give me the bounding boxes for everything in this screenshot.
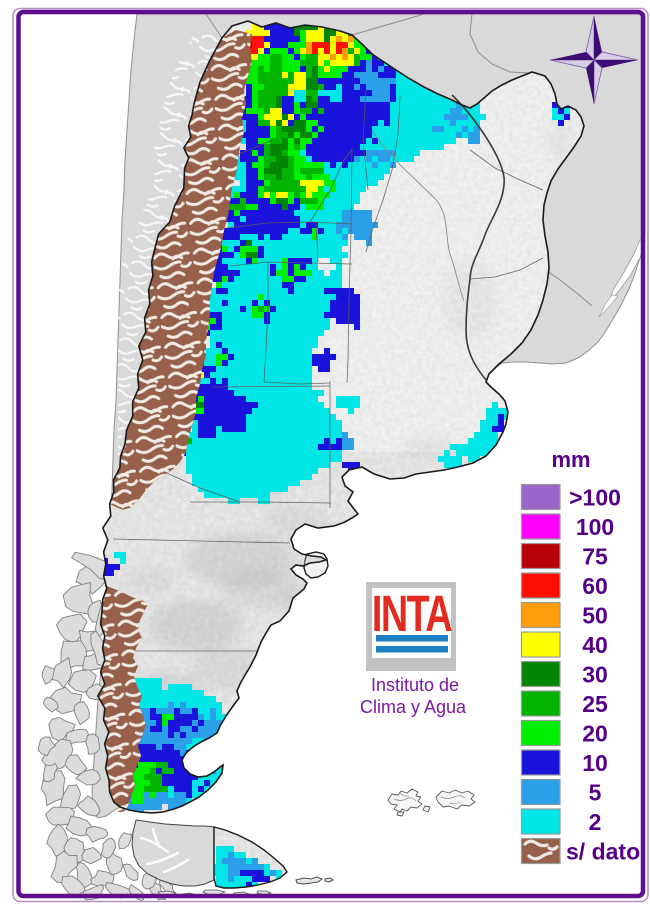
svg-text:50: 50: [582, 603, 608, 629]
svg-text:40: 40: [582, 632, 608, 658]
svg-text:2: 2: [589, 809, 602, 835]
svg-text:5: 5: [589, 780, 602, 806]
svg-text:20: 20: [582, 721, 608, 747]
svg-text:60: 60: [582, 573, 608, 599]
svg-text:>100: >100: [569, 485, 621, 511]
svg-text:75: 75: [582, 544, 608, 570]
svg-text:mm: mm: [551, 447, 590, 472]
svg-text:Instituto de: Instituto de: [371, 675, 459, 695]
svg-text:INTA: INTA: [372, 584, 452, 642]
svg-text:25: 25: [582, 691, 608, 717]
svg-text:Clima y Agua: Clima y Agua: [360, 697, 467, 717]
svg-text:s/ dato: s/ dato: [566, 839, 640, 865]
svg-text:100: 100: [576, 514, 614, 540]
svg-text:30: 30: [582, 662, 608, 688]
svg-text:10: 10: [582, 750, 608, 776]
